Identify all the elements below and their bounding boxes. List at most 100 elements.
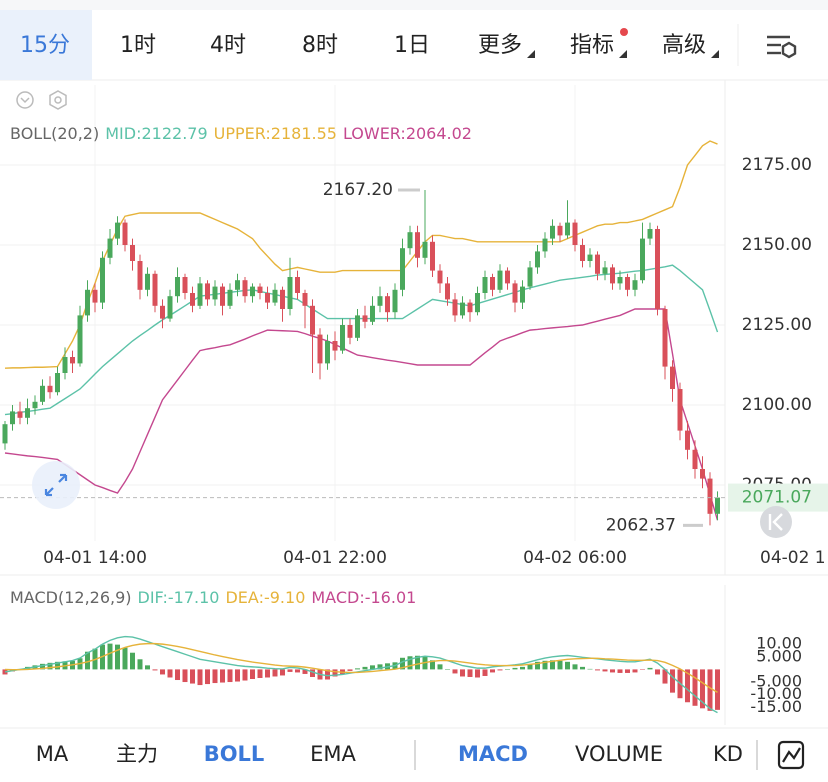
timeframe-tab[interactable]: 更多	[478, 33, 522, 58]
candle-body	[220, 286, 225, 306]
candle-body	[310, 305, 315, 335]
status-strip	[0, 0, 828, 10]
macd-bar	[437, 664, 443, 670]
candle-body	[40, 385, 45, 402]
indicator-tab[interactable]: BOLL	[204, 742, 265, 766]
candle-body	[152, 273, 158, 306]
candle-body	[535, 251, 540, 268]
macd-bar	[587, 668, 593, 670]
candle-body	[70, 357, 75, 364]
macd-bar	[302, 669, 308, 674]
y-tick-label: 2150.00	[742, 235, 812, 255]
macd-bar	[625, 669, 630, 673]
timeframe-tab[interactable]: 8时	[302, 33, 338, 58]
candle-body	[85, 289, 90, 316]
candle-body	[92, 289, 98, 303]
candle-body	[340, 325, 345, 351]
macd-bar	[580, 666, 585, 670]
macd-bar	[610, 669, 615, 673]
candle-body	[565, 222, 570, 236]
candle-body	[602, 267, 608, 274]
candle-body	[415, 232, 420, 258]
candle-body	[572, 222, 578, 245]
candle-body	[227, 289, 233, 306]
candle-body	[400, 248, 405, 290]
macd-bar	[452, 669, 458, 674]
timeframe-tab[interactable]: 1日	[394, 33, 430, 58]
candle-body	[317, 334, 323, 364]
legend-entry: UPPER:2181.55	[214, 124, 337, 143]
candle-body	[362, 315, 368, 322]
macd-bar	[47, 662, 53, 670]
legend-entry: MACD:-16.01	[311, 588, 416, 607]
candle-body	[77, 315, 83, 364]
candle-body	[640, 238, 645, 281]
candle-body	[677, 389, 683, 431]
timeframe-tab[interactable]: 指标	[570, 33, 614, 58]
jump-latest-button[interactable]	[760, 506, 792, 538]
macd-bar	[347, 669, 353, 671]
candle-body	[287, 277, 293, 309]
last-price-label: 2071.07	[742, 488, 812, 508]
indicator-tab[interactable]: MA	[36, 742, 69, 766]
macd-bar	[55, 661, 60, 670]
indicator-tab[interactable]: MACD	[458, 742, 528, 766]
candle-body	[32, 401, 38, 409]
macd-bar	[182, 669, 188, 683]
candle-body	[685, 430, 690, 450]
candle-body	[557, 225, 563, 236]
timeframe-tab[interactable]: 1时	[120, 33, 156, 58]
macd-bar	[572, 664, 578, 670]
macd-bar	[325, 669, 330, 680]
candle-body	[610, 267, 615, 284]
macd-bar	[362, 666, 368, 670]
candle-body	[145, 273, 150, 290]
macd-bar	[430, 660, 435, 670]
macd-bar	[595, 669, 600, 671]
candle-body	[107, 238, 113, 258]
candle-body	[302, 293, 308, 306]
macd-bar	[2, 669, 8, 675]
macd-bar	[557, 660, 563, 670]
candle-body	[62, 357, 68, 373]
macd-bar	[175, 669, 180, 681]
candle-body	[475, 293, 480, 313]
indicator-tab[interactable]: 主力	[116, 742, 158, 766]
candle-body	[625, 277, 630, 290]
macd-bar	[295, 669, 300, 673]
toolbar-icons[interactable]	[16, 90, 67, 110]
candle-body	[715, 497, 720, 514]
macd-bar	[85, 651, 90, 670]
expand-button[interactable]	[32, 461, 80, 509]
macd-bar	[167, 669, 173, 678]
candle-body	[512, 283, 518, 303]
candle-body	[662, 309, 668, 367]
timeframe-tab[interactable]: 高级	[662, 33, 706, 58]
candle-body	[325, 341, 330, 364]
candle-body	[355, 315, 360, 338]
macd-bar	[550, 660, 555, 670]
y-tick-label: 10.00	[756, 634, 802, 653]
drawing-icon[interactable]	[777, 740, 805, 770]
candle-body	[265, 293, 270, 303]
candle-body	[392, 289, 398, 313]
legend-entry: DEA:-9.10	[225, 588, 305, 607]
macd-bar	[497, 669, 503, 671]
candle-body	[445, 283, 450, 300]
candle-body	[280, 289, 285, 309]
macd-bar	[107, 643, 113, 670]
macd-bar	[332, 669, 338, 677]
timeframe-tab[interactable]: 4时	[210, 33, 246, 58]
indicator-tab[interactable]: VOLUME	[575, 742, 663, 766]
candle-body	[505, 270, 510, 284]
settings-icon[interactable]	[767, 35, 797, 59]
indicator-tab[interactable]: KD	[713, 742, 743, 766]
candle-body	[55, 373, 60, 393]
macd-bar	[130, 652, 135, 670]
macd-bar	[287, 669, 293, 672]
boll-line	[4, 308, 719, 521]
indicator-tab[interactable]: EMA	[310, 742, 356, 766]
macd-bar	[520, 666, 525, 670]
timeframe-tab[interactable]: 15分	[20, 33, 70, 58]
candle-body	[250, 286, 255, 297]
